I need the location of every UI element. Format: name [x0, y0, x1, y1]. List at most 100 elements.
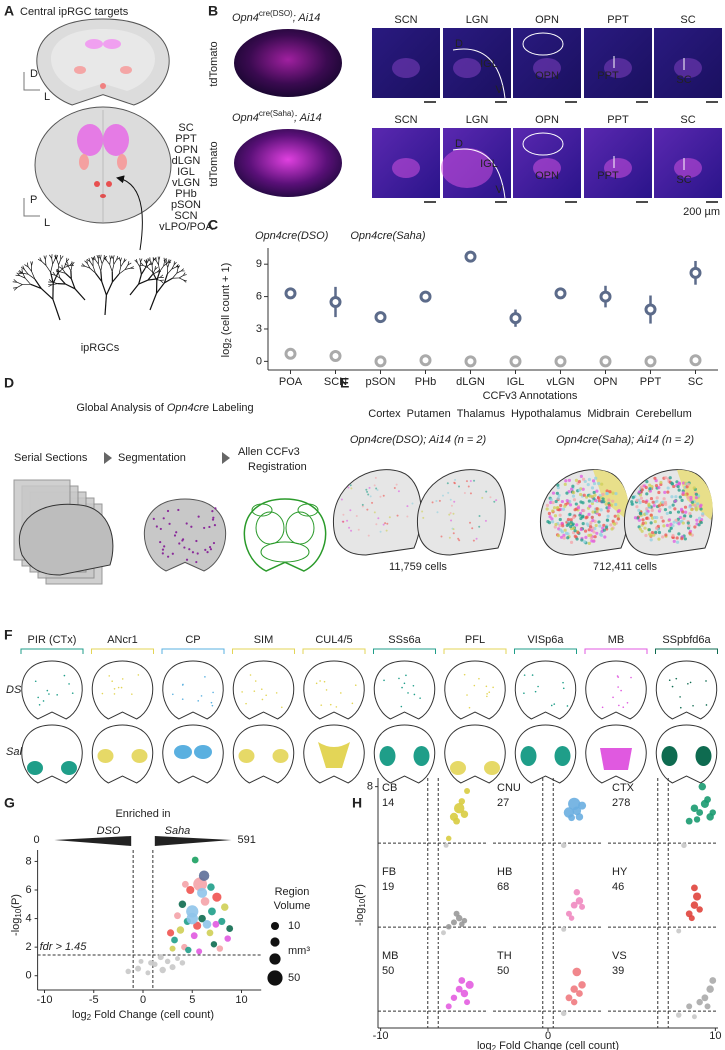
cell-dot [675, 480, 679, 484]
point [686, 1003, 693, 1010]
cell-dot [640, 488, 644, 492]
text-part: Global Analysis of [76, 402, 167, 414]
cell-dot [595, 507, 599, 511]
step-label: Registration [248, 461, 307, 473]
point [202, 919, 212, 929]
legend-title: Region [275, 886, 310, 898]
y-tick-label: 0 [256, 355, 262, 367]
cell-dot [681, 491, 685, 495]
cell-dot [369, 495, 372, 498]
cell-dot [386, 522, 389, 525]
cell-dot [583, 479, 587, 484]
cell-dot [666, 490, 670, 494]
cell-dot [652, 503, 656, 508]
neuron-branch [163, 273, 168, 284]
cell-dot [697, 523, 701, 527]
segmented-cell [196, 552, 199, 555]
neuron-branch [94, 272, 103, 282]
cell-dot [565, 498, 569, 503]
cell-dot [637, 490, 641, 494]
segmented-cell [183, 546, 186, 549]
cell-dot [607, 503, 611, 507]
neuron-branch [139, 267, 143, 275]
neuron-branch [54, 255, 59, 260]
point [210, 941, 218, 948]
region-bracket [443, 648, 507, 654]
cell-dot [657, 486, 661, 490]
x-tick-label: pSON [366, 376, 396, 388]
cell-dot [396, 514, 399, 517]
neuron-branch [55, 275, 61, 279]
neuron-branch [140, 262, 144, 266]
cell-dot [566, 532, 570, 536]
point [453, 910, 460, 917]
neuron-branch [140, 258, 143, 263]
legend-label: Cerebellum [636, 408, 692, 420]
neuron-branch [24, 277, 31, 285]
panel-title: Global Analysis of Opn4cre Labeling [76, 402, 253, 414]
segmented-cell [204, 548, 207, 551]
region-label: LGN [466, 14, 489, 26]
text-part: (P) [10, 894, 22, 909]
segmented-cell [152, 517, 155, 520]
cell-dot [379, 530, 382, 533]
cell-dot [478, 525, 481, 528]
target-region [120, 66, 132, 74]
cell-dot [645, 480, 649, 484]
cell-dot [611, 499, 615, 503]
cell-dot [354, 684, 357, 687]
neuron-branch [155, 260, 159, 265]
facet-label: VS [612, 950, 627, 962]
cell-dot [616, 509, 620, 514]
cell-dot [686, 521, 690, 525]
text-part: cre(Saha) [259, 109, 294, 118]
cell-dot [38, 703, 41, 706]
cell-dot [668, 510, 673, 515]
neuron-branch [165, 262, 169, 268]
target-label: SCN [174, 210, 197, 222]
cell-dot [604, 502, 608, 506]
neuron-branch [31, 261, 33, 266]
cell-dot [37, 696, 39, 699]
neuron-branch [183, 272, 186, 276]
cell-dot [591, 479, 596, 483]
neuron-branch [96, 254, 99, 259]
orientation-axis [23, 198, 40, 217]
neuron-branch [109, 255, 111, 260]
cell-dot [131, 693, 133, 695]
neuron-branch [49, 254, 53, 259]
neuron-branch [84, 265, 91, 269]
cell-dot [568, 512, 572, 516]
point [174, 912, 181, 920]
point [568, 814, 575, 822]
cell-dot [610, 527, 614, 531]
inset-label: OPN [535, 70, 559, 82]
point [572, 806, 582, 816]
panel-label: A [4, 3, 14, 19]
cell-dot [635, 498, 639, 502]
cell-dot [120, 686, 123, 689]
neuron-branch [148, 261, 152, 265]
region-header: ANcr1 [107, 634, 138, 646]
cell-dot [458, 539, 461, 542]
cell-dot [593, 535, 597, 539]
mean-dot [644, 303, 657, 316]
neuron-branch [147, 258, 151, 262]
cell-dot [449, 511, 452, 514]
cell-dot [676, 510, 681, 514]
segmented-cell [195, 539, 198, 543]
point [570, 998, 578, 1006]
facet-count: 27 [497, 797, 509, 809]
text-part: Fold Change (cell count) [496, 1040, 619, 1050]
point [445, 923, 452, 930]
cell-dot [204, 676, 206, 678]
cell-dot [367, 493, 370, 496]
neuron-branch [180, 268, 184, 272]
cell-dot [616, 514, 620, 518]
cell-dot [561, 507, 566, 511]
cell-dot [63, 674, 66, 677]
cell-dot [569, 524, 573, 529]
cell-dot [375, 523, 378, 526]
neuron-branch [91, 257, 96, 260]
cell-dot [348, 526, 351, 529]
